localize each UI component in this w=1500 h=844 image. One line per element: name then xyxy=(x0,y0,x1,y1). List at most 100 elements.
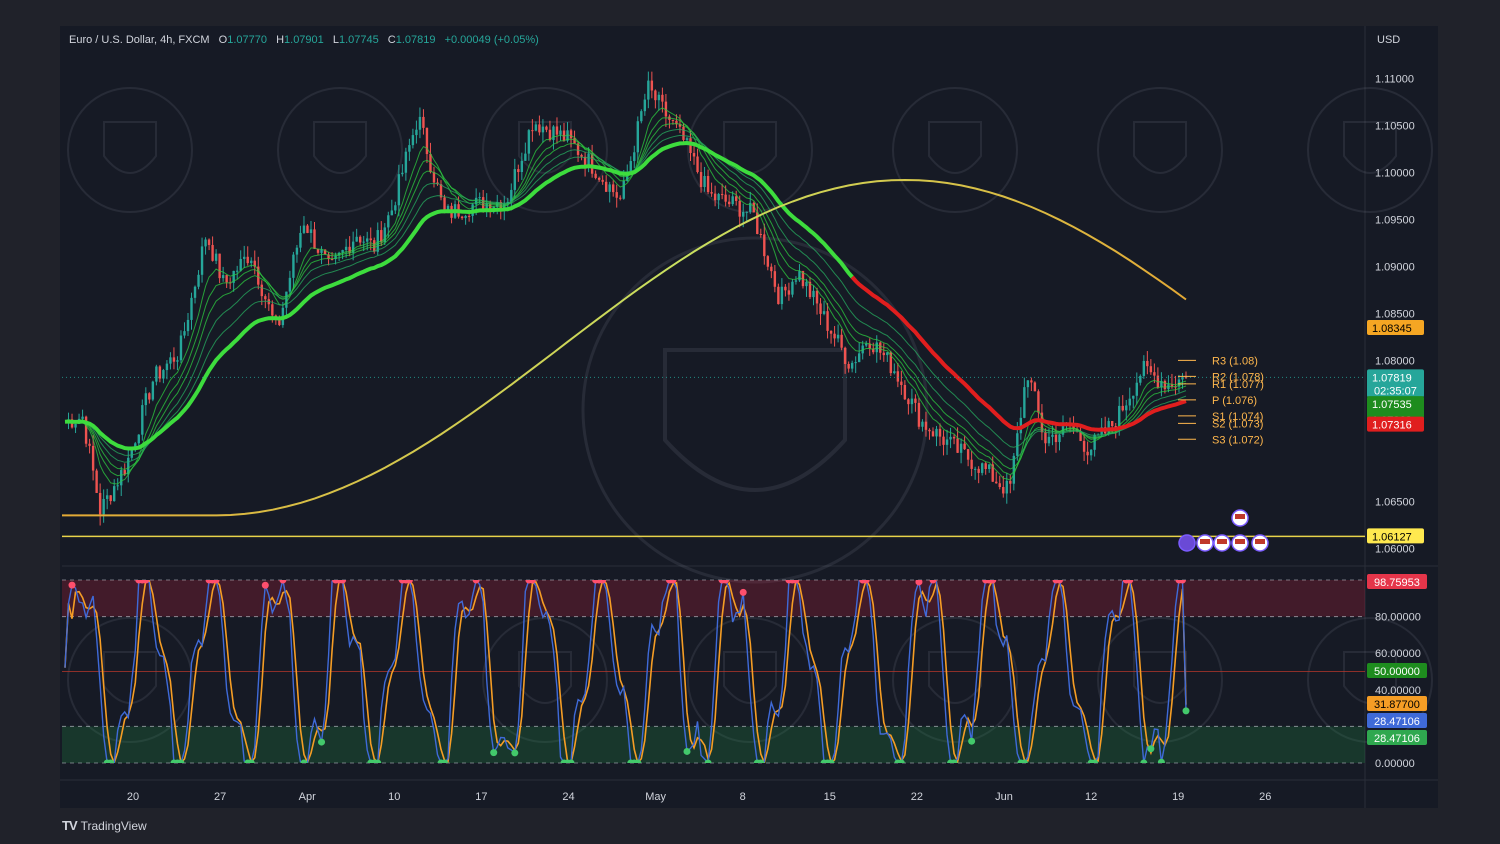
candle-body xyxy=(833,333,836,339)
candle-body xyxy=(689,138,692,154)
candle-body xyxy=(179,335,183,361)
candle-body xyxy=(569,130,573,139)
candle-body xyxy=(320,249,323,253)
candle-body xyxy=(404,151,408,173)
candle-body xyxy=(928,429,931,432)
candle-body xyxy=(1139,375,1142,383)
tradingview-logo[interactable]: TV TradingView xyxy=(62,818,147,833)
candle-body xyxy=(945,439,949,445)
watermark-shield-icon xyxy=(518,651,572,704)
candle-body xyxy=(601,179,604,182)
candle-body xyxy=(418,116,422,130)
candle-body xyxy=(134,443,137,449)
candle-body xyxy=(787,290,791,295)
osc-axis-tick: 80.00000 xyxy=(1375,612,1421,624)
overbought-signal-dot xyxy=(279,580,287,584)
time-axis-tick: 19 xyxy=(1172,791,1184,803)
candle-body xyxy=(1072,426,1075,429)
candle-body xyxy=(573,138,576,144)
candle-body xyxy=(612,184,615,193)
symbol-header: Euro / U.S. Dollar, 4h, FXCM O1.07770 H1… xyxy=(69,34,539,46)
candle-body xyxy=(619,197,622,199)
pivot-level-label: R3 (1.08) xyxy=(1212,355,1258,367)
candle-body xyxy=(144,393,148,406)
candle-body xyxy=(253,260,256,267)
candle-body xyxy=(626,173,629,181)
watermark-group xyxy=(67,87,1433,743)
candle-body xyxy=(991,464,994,482)
candle-body xyxy=(467,215,471,217)
price-tag-value: 1.08345 xyxy=(1372,323,1412,335)
osc-axis-tick: 40.00000 xyxy=(1375,685,1421,697)
oversold-signal-dot xyxy=(1147,745,1155,753)
open-label: O xyxy=(218,34,228,46)
oversold-signal-dot xyxy=(950,759,958,763)
price-axis-tick: 1.08000 xyxy=(1375,355,1415,367)
candles-group xyxy=(67,71,1188,526)
candle-body xyxy=(1030,380,1033,383)
watermark-seal-icon xyxy=(277,87,403,213)
currency-label[interactable]: USD xyxy=(1377,34,1401,46)
candle-body xyxy=(682,126,685,140)
time-axis-tick: 10 xyxy=(388,791,400,803)
price-tag-value: 1.07535 xyxy=(1372,399,1412,411)
candle-body xyxy=(850,362,854,369)
osc-tag-value: 28.47106 xyxy=(1374,733,1420,745)
candle-body xyxy=(896,371,900,382)
candle-body xyxy=(1170,384,1174,387)
candle-body xyxy=(671,119,675,121)
candle-body xyxy=(1135,382,1139,396)
low-value: 1.07745 xyxy=(338,34,379,46)
oversold-signal-dot xyxy=(567,759,575,763)
candle-body xyxy=(1082,440,1086,452)
candle-body xyxy=(907,399,910,405)
candle-body xyxy=(717,194,720,201)
candle-body xyxy=(973,468,977,470)
candle-body xyxy=(805,281,808,287)
candle-body xyxy=(302,225,306,233)
candle-body xyxy=(225,275,228,283)
price-axis-tick: 1.10000 xyxy=(1375,167,1415,179)
candle-body xyxy=(334,255,337,260)
candle-body xyxy=(590,153,594,174)
close-label: C xyxy=(387,34,396,46)
candle-body xyxy=(710,192,713,194)
osc-tag-box xyxy=(1367,574,1427,589)
candle-body xyxy=(211,244,214,261)
oversold-signal-dot xyxy=(1157,758,1165,763)
candle-body xyxy=(425,127,429,155)
candle-body xyxy=(794,280,798,282)
candle-body xyxy=(429,154,432,173)
candle-body xyxy=(583,156,587,167)
candle-body xyxy=(481,197,485,212)
candle-body xyxy=(316,248,320,253)
us-flag-stripe-icon xyxy=(1235,514,1245,519)
candle-body xyxy=(148,393,151,400)
candle-body xyxy=(520,160,524,173)
candle-body xyxy=(288,277,292,292)
candle-body xyxy=(446,205,450,212)
candle-body xyxy=(949,436,952,440)
long-period-curve-line xyxy=(62,178,1187,517)
watermark-shield-icon xyxy=(103,651,157,704)
overbought-signal-dot xyxy=(989,580,997,584)
candle-body xyxy=(1089,449,1093,456)
candle-body xyxy=(678,124,682,127)
candle-body xyxy=(285,291,288,308)
overbought-signal-dot xyxy=(68,581,76,589)
candle-body xyxy=(1033,382,1037,392)
watermark-shield-icon xyxy=(1133,121,1187,174)
candle-body xyxy=(292,254,295,278)
candle-body xyxy=(1132,395,1135,399)
tradingview-logo-text: TradingView xyxy=(80,818,147,833)
candle-body xyxy=(552,126,555,141)
candle-body xyxy=(742,211,745,217)
price-axis-tick: 1.09000 xyxy=(1375,261,1415,273)
candle-body xyxy=(112,486,116,502)
low-label: L xyxy=(332,34,339,46)
pivot-level-label: P (1.076) xyxy=(1212,395,1257,407)
candle-body xyxy=(840,334,843,348)
candle-body xyxy=(843,347,847,364)
candle-body xyxy=(745,211,748,213)
symbol-name[interactable]: Euro / U.S. Dollar, 4h, FXCM xyxy=(69,34,210,46)
